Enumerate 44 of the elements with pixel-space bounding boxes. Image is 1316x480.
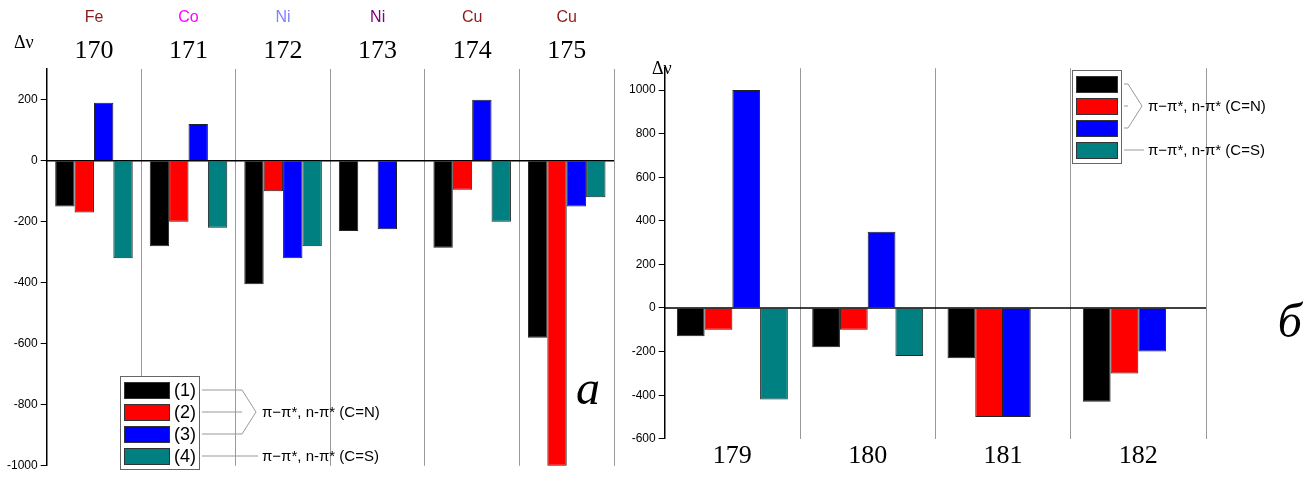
- y-tick-label: -600: [13, 336, 38, 351]
- x-tick-label: 181: [983, 440, 1023, 470]
- x-tick-label: 175: [547, 35, 587, 65]
- annotation: π−π*, n-π* (C=S): [262, 447, 379, 464]
- y-tick-label: -1000: [6, 458, 39, 473]
- y-tick-label: 200: [17, 92, 39, 107]
- text: Cu: [556, 8, 577, 26]
- y-tick-label: 0: [31, 153, 38, 168]
- text: Ni: [370, 8, 386, 26]
- annotation: π−π*, n-π* (C=S): [1148, 141, 1265, 158]
- y-tick-label: 600: [635, 169, 657, 184]
- text: б: [1277, 293, 1302, 348]
- y-tick-label: -200: [13, 214, 38, 229]
- y-tick-label: 200: [635, 256, 657, 271]
- x-tick-label: 179: [712, 440, 752, 470]
- text: Ni: [275, 8, 291, 26]
- x-tick-label: 182: [1118, 440, 1158, 470]
- x-tick-label: 172: [263, 35, 303, 65]
- text: Cu: [461, 8, 483, 26]
- y-tick-label: -200: [631, 343, 657, 358]
- annotation: π−π*, n-π* (C=N): [262, 403, 380, 420]
- x-tick-label: 180: [848, 440, 888, 470]
- y-tick-label: -800: [13, 397, 38, 412]
- y-axis-title: Δν: [652, 58, 672, 79]
- annotation: π−π*, n-π* (C=N): [1148, 97, 1266, 114]
- x-tick-label: 170: [74, 35, 114, 65]
- legend-label: (1): [174, 379, 196, 401]
- legend-label: (2): [174, 401, 196, 423]
- legend-label: (4): [174, 445, 196, 467]
- y-axis-title: Δν: [14, 32, 34, 53]
- legend-label: (3): [174, 423, 196, 445]
- text: Co: [178, 8, 199, 26]
- x-tick-label: 171: [169, 35, 209, 65]
- y-tick-label: 1000: [628, 82, 657, 97]
- y-tick-label: -400: [631, 387, 657, 402]
- y-tick-label: -400: [13, 275, 38, 290]
- x-tick-label: 174: [452, 35, 492, 65]
- annotation: a: [576, 360, 600, 415]
- x-tick-label: 173: [358, 35, 398, 65]
- text: Fe: [84, 8, 104, 26]
- y-tick-label: 400: [635, 213, 657, 228]
- y-tick-label: -600: [631, 431, 657, 446]
- y-tick-label: 800: [635, 125, 657, 140]
- y-tick-label: 0: [649, 300, 657, 315]
